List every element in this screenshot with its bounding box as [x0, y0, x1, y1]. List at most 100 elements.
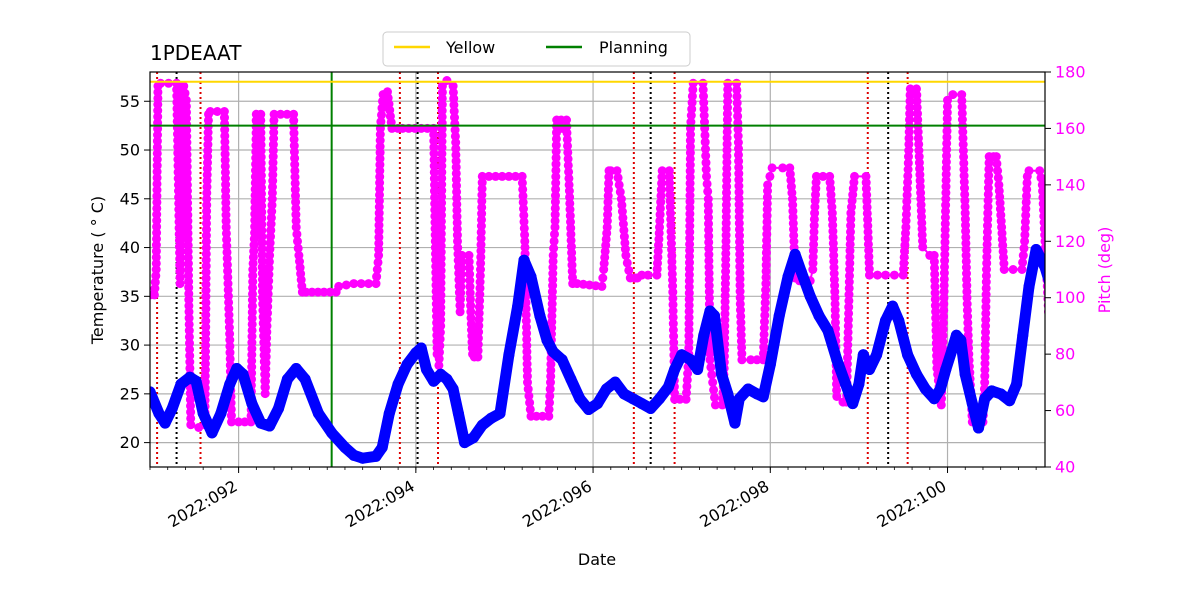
pitch-point: [942, 101, 952, 111]
temperature-point: [857, 349, 869, 361]
pitch-point: [545, 391, 555, 401]
pitch-point: [437, 100, 447, 110]
pitch-point: [732, 98, 742, 108]
temperature-point: [946, 344, 958, 356]
pitch-point: [184, 301, 194, 311]
pitch-point: [545, 384, 555, 394]
pitch-point: [811, 178, 821, 187]
pitch-point: [901, 228, 910, 238]
pitch-point: [376, 117, 386, 127]
pitch-point: [931, 332, 941, 342]
pitch-point: [341, 280, 351, 290]
pitch-point: [430, 180, 439, 190]
pitch-point: [289, 147, 299, 157]
temperature-point: [273, 403, 284, 414]
pitch-point: [224, 316, 234, 326]
pitch-point: [222, 260, 232, 270]
pitch-point: [603, 203, 613, 213]
pitch-point: [1022, 191, 1031, 201]
pitch-point: [449, 94, 459, 104]
pitch-point: [290, 172, 300, 182]
pitch-point: [1021, 210, 1031, 220]
pitch-point: [845, 246, 855, 256]
temperature-point: [525, 271, 537, 283]
pitch-point: [240, 417, 250, 427]
pitch-point: [668, 300, 678, 310]
y-axis-ticks: 20 25 30 35 40 45 50 55: [120, 92, 150, 452]
pitch-point: [983, 208, 993, 218]
pitch-point: [931, 326, 941, 336]
y-tick-label: 30: [120, 336, 140, 355]
pitch-point: [844, 308, 854, 318]
pitch-point: [564, 167, 574, 177]
pitch-point: [699, 91, 708, 101]
pitch-point: [957, 115, 967, 124]
pitch-point: [701, 144, 710, 154]
pitch-point: [901, 209, 911, 219]
pitch-point: [732, 85, 742, 95]
pitch-point: [734, 187, 744, 197]
pitch-point: [591, 281, 601, 291]
pitch-point: [704, 213, 713, 222]
y2-tick-label: 160: [1055, 119, 1086, 138]
pitch-point: [699, 111, 709, 120]
pitch-point: [710, 400, 720, 410]
pitch-point: [457, 257, 467, 267]
pitch-point: [153, 87, 163, 97]
chart-title: 1PDEAAT: [150, 41, 242, 65]
temperature-point: [197, 407, 209, 419]
series-group: [150, 76, 1045, 464]
pitch-point: [519, 217, 529, 227]
pitch-point: [373, 257, 383, 267]
temperature-point: [627, 393, 639, 405]
pitch-point: [1022, 178, 1032, 188]
pitch-point: [429, 149, 439, 158]
pitch-point: [903, 177, 913, 187]
pitch-point: [983, 221, 992, 231]
pitch-point: [787, 188, 797, 198]
temperature-point: [973, 422, 984, 434]
pitch-point: [435, 328, 445, 337]
pitch-point: [185, 351, 195, 361]
pitch-point: [980, 334, 990, 343]
pitch-point: [759, 329, 769, 339]
pitch-point: [372, 265, 382, 274]
pitch-point: [704, 274, 714, 284]
pitch-point: [732, 92, 742, 101]
temperature-point: [685, 354, 696, 366]
temperature-point: [476, 419, 488, 431]
temperature-point: [215, 407, 227, 419]
pitch-point: [226, 411, 236, 421]
pitch-point: [622, 258, 632, 268]
pitch-point: [223, 279, 233, 289]
pitch-point: [551, 147, 561, 156]
pitch-point: [615, 187, 625, 197]
pitch-point: [698, 85, 708, 95]
pitch-point: [176, 253, 186, 263]
temperature-point: [452, 407, 464, 419]
temperature-point: [636, 398, 648, 410]
pitch-point: [918, 236, 927, 246]
y-tick-label: 20: [120, 433, 140, 452]
pitch-point: [455, 301, 465, 311]
pitch-point: [980, 377, 990, 387]
temperature-point: [485, 412, 497, 424]
pitch-point: [356, 279, 366, 289]
pitch-point: [736, 318, 746, 327]
pitch-point: [475, 271, 485, 281]
pitch-point: [903, 165, 913, 174]
pitch-point: [1018, 250, 1028, 260]
pitch-point: [563, 160, 573, 170]
temperature-point: [574, 393, 586, 405]
pitch-point: [551, 140, 561, 150]
pitch-point: [668, 293, 678, 303]
pitch-point: [551, 165, 561, 175]
pitch-point: [844, 302, 854, 312]
pitch-point: [980, 346, 990, 356]
pitch-point: [436, 253, 446, 263]
pitch-point: [759, 323, 769, 333]
temperature-point: [880, 315, 891, 327]
pitch-point: [733, 124, 743, 134]
pitch-point: [1008, 265, 1018, 274]
pitch-point: [984, 171, 994, 180]
